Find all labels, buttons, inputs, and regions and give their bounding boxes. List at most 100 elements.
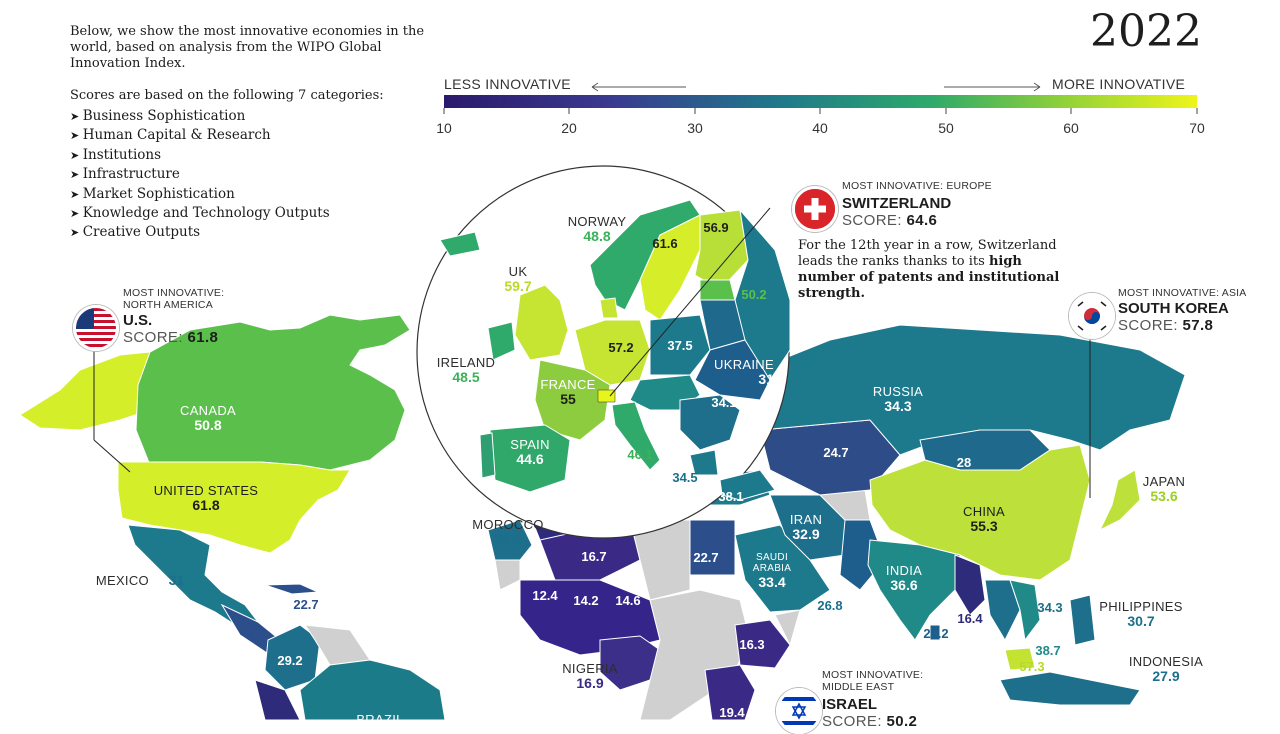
value-egypt: 22.7 bbox=[693, 550, 719, 565]
na-callout-name: U.S. bbox=[123, 312, 153, 329]
value-mongolia: 28 bbox=[956, 455, 972, 470]
category-item: Market Sophistication bbox=[70, 185, 330, 204]
label-spain: SPAIN 44.6 bbox=[510, 437, 550, 467]
label-philippines: PHILIPPINES 30.7 bbox=[1099, 599, 1183, 629]
legend-tick: 50 bbox=[938, 120, 954, 136]
value-guinea: 12.4 bbox=[532, 588, 558, 603]
label-uk: UK 59.7 bbox=[504, 264, 532, 294]
region-greece bbox=[689, 449, 719, 476]
region-philippines bbox=[1069, 594, 1096, 646]
eu-callout-name: SWITZERLAND bbox=[842, 195, 952, 212]
region-india bbox=[867, 539, 961, 641]
region-brazil bbox=[299, 659, 446, 720]
asia-callout-score: SCORE: 57.8 bbox=[1118, 317, 1214, 334]
category-item: Business Sophistication bbox=[70, 107, 330, 126]
label-nigeria: NIGERIA 16.9 bbox=[562, 661, 618, 691]
region-portugal bbox=[479, 432, 496, 479]
label-india: INDIA 36.6 bbox=[885, 563, 923, 593]
label-china: CHINA 55.3 bbox=[963, 504, 1005, 534]
eu-callout-score: SCORE: 64.6 bbox=[842, 212, 938, 229]
value-mali: 16.7 bbox=[581, 549, 607, 564]
region-tanzania bbox=[704, 664, 756, 720]
region-spain bbox=[489, 424, 571, 493]
category-item: Knowledge and Technology Outputs bbox=[70, 204, 330, 223]
label-france: FRANCE 55 bbox=[540, 377, 596, 407]
region-morocco bbox=[487, 519, 533, 561]
region-vietnam bbox=[1009, 579, 1041, 642]
region-usa bbox=[117, 461, 351, 554]
label-mexico: MEXICO 31 bbox=[95, 572, 185, 589]
us-pointer-line-2 bbox=[93, 439, 131, 473]
south-korea-flag-icon bbox=[1069, 293, 1115, 339]
category-item: Institutions bbox=[70, 146, 330, 165]
region-myanmar bbox=[954, 554, 986, 616]
label-canada: CANADA 50.8 bbox=[180, 403, 236, 433]
value-niger: 14.6 bbox=[615, 593, 641, 608]
value-kazakhstan: 24.7 bbox=[823, 445, 849, 460]
israel-flag-icon bbox=[776, 688, 822, 734]
region-peru bbox=[254, 679, 301, 720]
switzerland-pointer-line bbox=[609, 207, 771, 397]
legend-arrow-left bbox=[591, 82, 686, 92]
region-estonia bbox=[699, 279, 736, 301]
value-greece: 34.5 bbox=[672, 470, 698, 485]
region-horn bbox=[774, 609, 801, 647]
me-callout-label: MOST INNOVATIVE: MIDDLE EAST bbox=[822, 669, 924, 693]
europe-inset bbox=[439, 199, 791, 501]
region-cuba bbox=[264, 583, 319, 595]
legend-tick: 70 bbox=[1189, 120, 1205, 136]
value-romania: 34.1 bbox=[711, 395, 737, 410]
categories-intro: Scores are based on the following 7 cate… bbox=[70, 88, 384, 103]
label-indonesia: INDONESIA 27.9 bbox=[1128, 654, 1204, 684]
region-denmark bbox=[599, 297, 619, 319]
value-sri-lanka: 24.2 bbox=[923, 626, 949, 641]
region-ireland bbox=[487, 321, 516, 361]
value-cuba: 22.7 bbox=[293, 597, 319, 612]
intro-text: Below, we show the most innovative econo… bbox=[70, 24, 425, 71]
region-italy bbox=[611, 401, 661, 471]
category-item: Creative Outputs bbox=[70, 223, 330, 242]
legend-tick: 60 bbox=[1063, 120, 1079, 136]
eu-callout-label: MOST INNOVATIVE: EUROPE bbox=[842, 180, 992, 192]
asia-callout-name: SOUTH KOREA bbox=[1118, 300, 1229, 317]
region-japan bbox=[1098, 469, 1141, 532]
category-item: Infrastructure bbox=[70, 165, 330, 184]
us-flag-icon bbox=[73, 305, 119, 351]
asia-callout-label: MOST INNOVATIVE: ASIA bbox=[1118, 287, 1247, 299]
region-iceland bbox=[439, 231, 481, 257]
me-callout-name: ISRAEL bbox=[822, 696, 878, 713]
value-thailand: 34.3 bbox=[1037, 600, 1063, 615]
legend-gradient-bar bbox=[444, 95, 1197, 108]
region-poland bbox=[649, 314, 711, 376]
region-france bbox=[534, 359, 611, 441]
value-poland: 37.5 bbox=[667, 338, 693, 353]
region-malaysia bbox=[1004, 647, 1036, 671]
switzerland-flag-icon bbox=[792, 186, 838, 232]
region-uk bbox=[514, 284, 569, 361]
region-turkey-inset bbox=[719, 469, 776, 501]
na-callout-label: MOST INNOVATIVE: NORTH AMERICA bbox=[123, 287, 225, 311]
me-callout-score: SCORE: 50.2 bbox=[822, 713, 918, 730]
value-myanmar: 16.4 bbox=[957, 611, 983, 626]
map-year: 2022 bbox=[1090, 6, 1202, 57]
label-united-states: UNITED STATES 61.8 bbox=[153, 483, 259, 513]
region-ukraine bbox=[694, 339, 771, 401]
region-switzerland bbox=[597, 389, 616, 403]
region-romania-balkans bbox=[679, 394, 741, 451]
region-sweden bbox=[639, 214, 701, 321]
value-pakistan: 26.8 bbox=[817, 598, 843, 613]
region-indonesia bbox=[999, 671, 1141, 706]
na-callout-score: SCORE: 61.8 bbox=[123, 329, 219, 346]
legend-more-label: MORE INNOVATIVE bbox=[1052, 76, 1186, 92]
legend-scale bbox=[443, 82, 1198, 114]
value-turkey: 38.1 bbox=[718, 489, 744, 504]
label-ireland: IRELAND 48.5 bbox=[436, 355, 496, 385]
legend-less-label: LESS INNOVATIVE bbox=[444, 76, 571, 92]
category-item: Human Capital & Research bbox=[70, 126, 330, 145]
legend-tick: 10 bbox=[436, 120, 452, 136]
categories-list: Business Sophistication Human Capital & … bbox=[70, 107, 330, 243]
value-estonia: 50.2 bbox=[741, 287, 767, 302]
value-ethiopia: 16.3 bbox=[739, 637, 765, 652]
label-iran: IRAN 32.9 bbox=[789, 512, 823, 542]
